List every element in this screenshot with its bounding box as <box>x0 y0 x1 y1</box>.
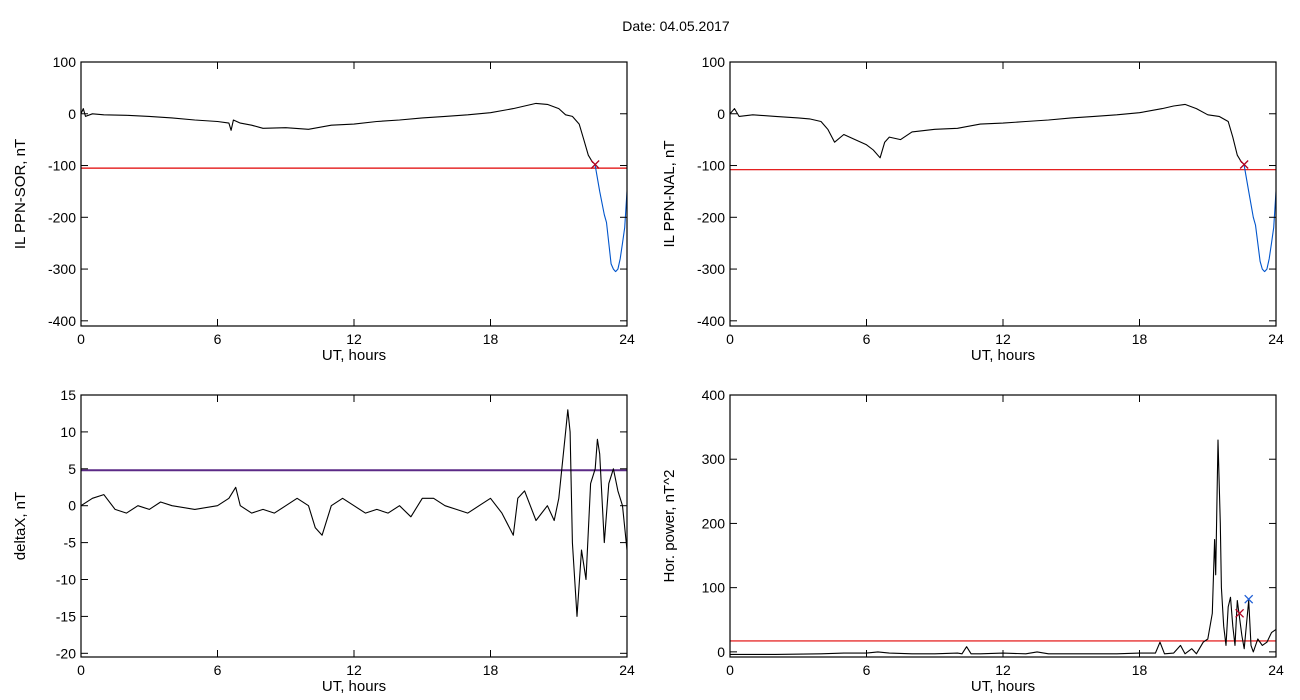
sor-ytick-label: 100 <box>53 54 77 70</box>
power-xtick-label: 24 <box>1268 662 1284 678</box>
panel-deltax: 0 6 12 18 24 -20 -15 -10 -5 0 5 10 15 UT, hours deltaX… <box>12 387 635 695</box>
nal-ytick-label: -400 <box>697 313 725 329</box>
sor-xtick-label: 24 <box>619 331 635 347</box>
sor-ytick-label: -300 <box>48 261 76 277</box>
power-marker-0 <box>1235 608 1245 618</box>
panel-il-ppn-sor: 0 6 12 18 24 -400 -300 -200 -100 0 100 UT, hours IL … <box>12 54 635 364</box>
power-plot-frame <box>729 394 1277 658</box>
nal-xtick-label: 18 <box>1132 331 1148 347</box>
sor-xtick-label: 12 <box>346 331 362 347</box>
deltax-ytick-label: 0 <box>68 498 76 514</box>
deltax-x-axis-title: UT, hours <box>322 678 386 695</box>
sor-marker-0 <box>590 160 600 169</box>
deltax-ytick-label: -15 <box>56 608 76 624</box>
nal-xtick-label: 6 <box>863 331 871 347</box>
nal-y-axis-title: IL PPN-NAL, nT <box>661 141 678 248</box>
power-y-axis-title: Hor. power, nT^2 <box>661 470 678 583</box>
sor-series-1-line <box>594 165 628 273</box>
sor-xtick-label: 18 <box>483 331 499 347</box>
deltax-plot-frame <box>80 394 628 658</box>
sor-ytick-label: -200 <box>48 209 76 225</box>
power-marker-1 <box>1244 594 1254 604</box>
nal-xtick-label: 24 <box>1268 331 1284 347</box>
power-ytick-label: 100 <box>702 580 726 596</box>
deltax-y-axis-title: deltaX, nT <box>12 492 29 560</box>
power-xtick-label: 6 <box>863 662 871 678</box>
nal-xtick-label: 0 <box>726 331 734 347</box>
deltax-ytick-label: 15 <box>60 387 76 403</box>
power-ytick-label: 400 <box>702 387 726 403</box>
sor-y-axis-title: IL PPN-SOR, nT <box>12 139 29 249</box>
nal-ytick-label: -200 <box>697 209 725 225</box>
power-series-0-line <box>730 439 1277 655</box>
nal-xtick-label: 12 <box>995 331 1011 347</box>
power-ytick-label: 0 <box>717 644 725 660</box>
deltax-xtick-label: 0 <box>77 662 85 678</box>
deltax-xtick-label: 24 <box>619 662 635 678</box>
deltax-ytick-label: -10 <box>56 572 76 588</box>
deltax-ytick-label: 10 <box>60 424 76 440</box>
nal-series-0-line <box>729 103 1243 164</box>
deltax-series-0-line <box>80 409 628 617</box>
nal-ytick-label: 0 <box>717 106 725 122</box>
page-title: Date: 04.05.2017 <box>622 18 730 34</box>
panel-il-ppn-nal: 0 6 12 18 24 -400 -300 -200 -100 0 100 UT, hours IL … <box>661 54 1284 364</box>
nal-plot-frame <box>729 61 1277 327</box>
sor-series-0-line <box>80 102 594 164</box>
deltax-xtick-label: 18 <box>483 662 499 678</box>
deltax-ytick-label: -5 <box>64 535 77 551</box>
sor-ytick-label: 0 <box>68 106 76 122</box>
power-xtick-label: 18 <box>1132 662 1148 678</box>
sor-ytick-label: -400 <box>48 313 76 329</box>
deltax-ytick-label: -20 <box>56 645 76 661</box>
deltax-xtick-label: 6 <box>214 662 222 678</box>
power-xtick-label: 12 <box>995 662 1011 678</box>
sor-xtick-label: 0 <box>77 331 85 347</box>
nal-x-axis-title: UT, hours <box>971 347 1035 364</box>
power-x-axis-title: UT, hours <box>971 678 1035 695</box>
nal-ytick-label: -100 <box>697 158 725 174</box>
power-xtick-label: 0 <box>726 662 734 678</box>
power-ytick-label: 300 <box>702 451 726 467</box>
power-ytick-label: 200 <box>702 515 726 531</box>
nal-series-1-line <box>1243 165 1277 273</box>
deltax-ytick-label: 5 <box>68 461 76 477</box>
sor-x-axis-title: UT, hours <box>322 347 386 364</box>
sor-plot-frame <box>80 61 628 327</box>
nal-marker-0 <box>1239 160 1249 169</box>
sor-ytick-label: -100 <box>48 158 76 174</box>
nal-ytick-label: -300 <box>697 261 725 277</box>
nal-ytick-label: 100 <box>702 54 726 70</box>
deltax-xtick-label: 12 <box>346 662 362 678</box>
sor-xtick-label: 6 <box>214 331 222 347</box>
panel-hor-power: 0 6 12 18 24 0 100 200 300 400 UT, hours Hor. power… <box>661 387 1284 695</box>
